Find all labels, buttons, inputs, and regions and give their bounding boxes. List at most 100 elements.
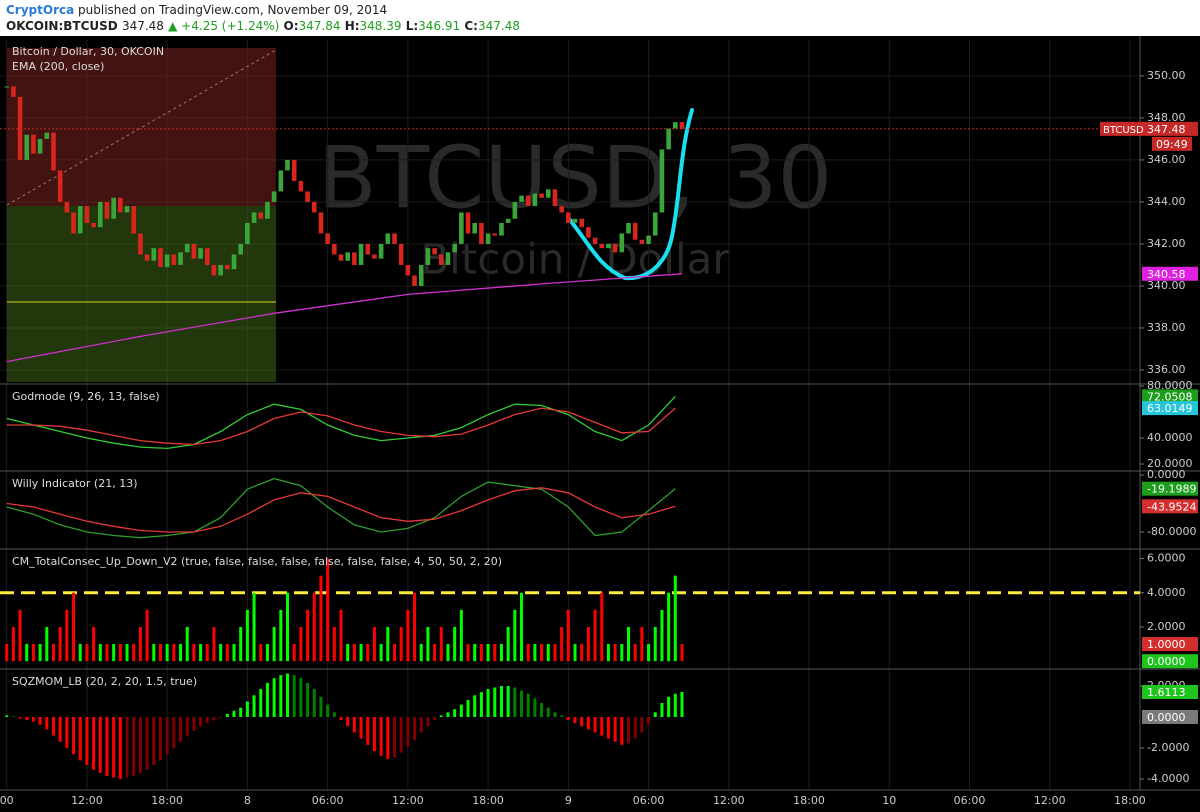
candle-body (659, 149, 665, 213)
y-tick-label: 348.00 (1147, 111, 1186, 124)
close-label: C: (464, 19, 478, 33)
bar (152, 716, 156, 766)
bar (45, 716, 49, 730)
bar (118, 644, 122, 662)
bar (593, 609, 597, 662)
bar (466, 644, 470, 662)
bar (118, 716, 122, 779)
open-label: O: (283, 19, 299, 33)
bar (172, 716, 176, 748)
candle-body (418, 264, 424, 286)
candle-body (178, 252, 183, 265)
y-tick-label: 342.00 (1147, 237, 1186, 250)
candle-body (198, 248, 203, 259)
pane-title: Willy Indicator (21, 13) (12, 477, 138, 490)
last: 347.48 (121, 19, 164, 33)
candle-body (372, 254, 377, 259)
bar (399, 716, 403, 753)
candle-body (646, 235, 651, 244)
bar (5, 644, 9, 662)
value-tag-label: 340.58 (1147, 268, 1186, 281)
bar (312, 592, 316, 662)
bar (78, 644, 82, 662)
candle-body (485, 233, 491, 244)
bar (232, 644, 236, 662)
bar (319, 575, 323, 662)
bar (653, 626, 657, 662)
bar (279, 675, 283, 717)
bar (520, 690, 524, 717)
bar (593, 716, 597, 733)
y-tick-label: 0.0000 (1147, 468, 1186, 481)
candle-body (405, 264, 411, 276)
bar (433, 716, 437, 721)
bar (326, 704, 330, 717)
value-tag-label: -19.1989 (1147, 483, 1196, 496)
bar (600, 716, 604, 736)
x-tick-label: 12:00 (71, 794, 103, 807)
bar (647, 644, 651, 662)
bar (573, 716, 577, 724)
bar (38, 644, 42, 662)
bar (439, 626, 443, 662)
bar (265, 644, 269, 662)
bar (486, 644, 490, 662)
x-tick-label: 18:00 (793, 794, 825, 807)
bar (105, 716, 109, 776)
candle-body (238, 243, 244, 255)
bar (613, 644, 617, 662)
bar (426, 626, 430, 662)
y-tick-label: 346.00 (1147, 153, 1186, 166)
bar (326, 558, 330, 662)
bar (165, 644, 169, 662)
bar (58, 716, 62, 742)
bar (627, 716, 631, 744)
bar (138, 716, 142, 773)
publish-line: CryptOrca published on TradingView.com, … (6, 3, 387, 17)
bar (286, 673, 290, 717)
bar (199, 716, 203, 727)
y-tick-label: 350.00 (1147, 69, 1186, 82)
bar (413, 716, 417, 741)
bar (51, 644, 55, 662)
bar (292, 675, 296, 717)
last-price-tag (1100, 121, 1198, 136)
bar (51, 716, 55, 736)
bar (446, 644, 450, 662)
bar (419, 644, 423, 662)
bar (58, 626, 62, 662)
candle-body (679, 122, 685, 129)
candle-body (104, 201, 110, 219)
bar (513, 687, 517, 717)
candle-body (44, 132, 50, 139)
bar (85, 644, 89, 662)
candle-body (465, 212, 471, 234)
author[interactable]: CryptOrca (6, 3, 75, 17)
bar (286, 592, 290, 662)
candle-body (378, 243, 384, 259)
candle-body (57, 170, 63, 202)
bar (339, 716, 343, 721)
time-tag (1152, 136, 1192, 151)
bar (252, 592, 256, 662)
candle-body (432, 248, 437, 255)
high-label: H: (344, 19, 360, 33)
candle-body (398, 243, 404, 265)
symbol: OKCOIN:BTCUSD (6, 19, 118, 33)
bar (453, 626, 457, 662)
bar (606, 644, 610, 662)
bar (172, 644, 176, 662)
value-tag-label: -43.9524 (1147, 500, 1196, 513)
y-tick-label: -4.0000 (1147, 772, 1189, 785)
candle-body (586, 227, 591, 238)
candle-body (118, 197, 123, 213)
value-tag-label: 0.0000 (1147, 711, 1186, 724)
candle-body (345, 252, 350, 261)
tag-symbol: BTCUSD (1103, 125, 1144, 136)
value-tag-label: 1.6113 (1147, 686, 1186, 699)
x-tick-label: 8 (244, 794, 251, 807)
bar (312, 689, 316, 717)
bar (359, 716, 363, 739)
bar (239, 626, 243, 662)
